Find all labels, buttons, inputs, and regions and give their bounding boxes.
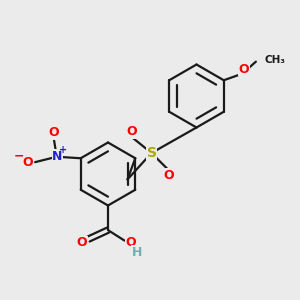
Text: +: + — [59, 145, 68, 155]
Text: O: O — [76, 236, 87, 249]
Text: −: − — [14, 149, 24, 162]
Text: O: O — [126, 125, 137, 138]
Text: N: N — [52, 150, 62, 163]
Text: O: O — [22, 156, 33, 169]
Text: O: O — [163, 169, 174, 182]
Text: O: O — [48, 126, 59, 139]
Text: O: O — [125, 236, 136, 249]
Text: O: O — [238, 63, 249, 76]
Text: S: S — [146, 146, 157, 160]
Text: CH₃: CH₃ — [264, 55, 285, 65]
Text: H: H — [132, 245, 142, 259]
